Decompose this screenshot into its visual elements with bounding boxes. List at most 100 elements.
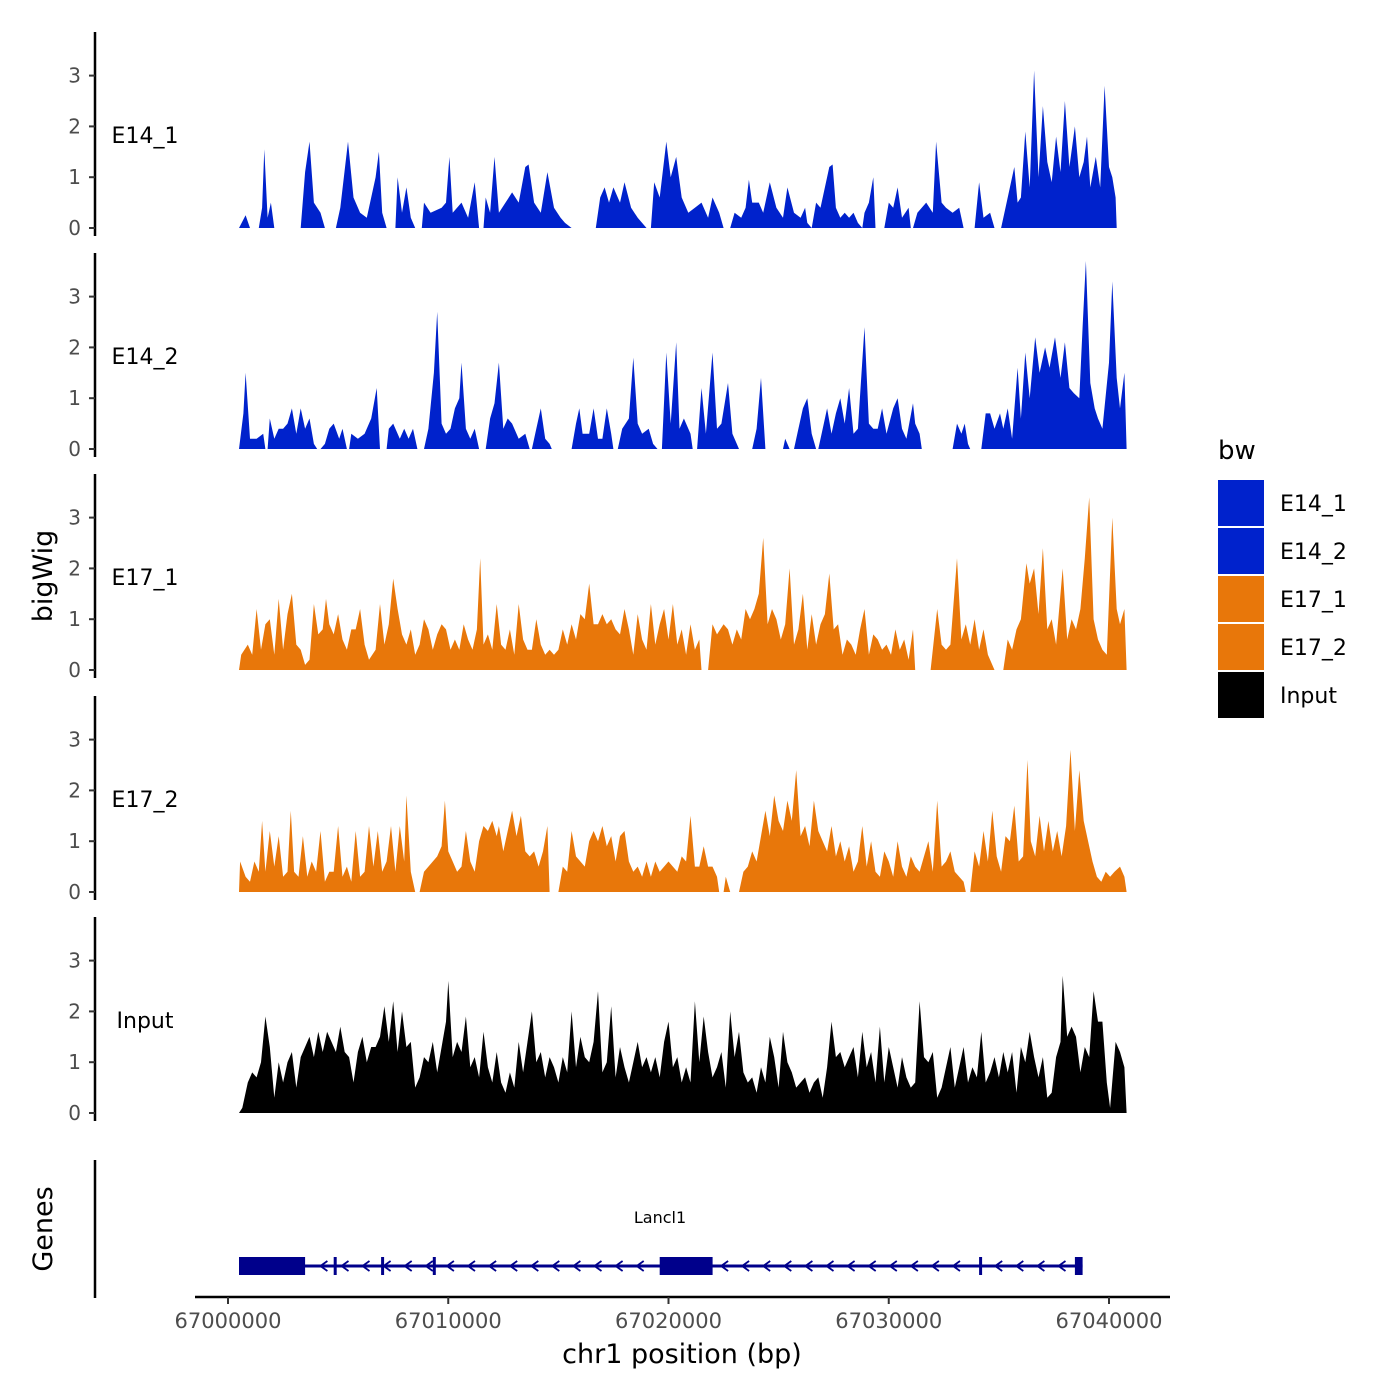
y-tick-label: 1 xyxy=(68,1050,81,1074)
strand-arrow xyxy=(466,1260,476,1272)
legend-swatch xyxy=(1218,672,1264,718)
strand-arrow xyxy=(529,1260,539,1272)
strand-arrow xyxy=(508,1260,518,1272)
x-tick-label: 67030000 xyxy=(835,1309,942,1333)
legend-entry-e17_2: E17_2 xyxy=(1218,624,1347,670)
strand-arrow xyxy=(318,1260,328,1272)
track-label: E17_2 xyxy=(112,788,179,813)
x-tick-label: 67020000 xyxy=(615,1309,722,1333)
strand-arrow xyxy=(360,1260,371,1272)
track-e17_2: 0 1 2 3 E17_2 xyxy=(68,696,1127,904)
genes-panel: Genes Lancl1 xyxy=(28,1160,1083,1298)
y-tick-label: 0 xyxy=(68,1101,81,1125)
strand-arrow xyxy=(782,1260,792,1272)
legend-swatch xyxy=(1218,528,1264,574)
track-label: E14_1 xyxy=(112,124,179,149)
track-label: E14_2 xyxy=(112,345,179,370)
strand-arrow xyxy=(487,1260,497,1272)
strand-arrow xyxy=(550,1260,560,1272)
strand-arrow xyxy=(614,1260,624,1272)
x-tick-label: 67010000 xyxy=(395,1309,502,1333)
y-tick-label: 1 xyxy=(68,165,81,189)
legend-label: Input xyxy=(1280,684,1337,709)
coverage-area-e17_2 xyxy=(239,749,1127,892)
legend-label: E17_2 xyxy=(1280,636,1347,661)
strand-arrow xyxy=(571,1260,581,1272)
gene-exon xyxy=(979,1257,983,1275)
legend-items: E14_1 E14_2 E17_1 E17_2 Input xyxy=(1218,480,1347,718)
strand-arrow xyxy=(846,1260,856,1272)
y-tick-label: 3 xyxy=(68,949,81,973)
y-tick-label: 0 xyxy=(68,216,81,240)
y-tick-label: 0 xyxy=(68,437,81,461)
legend-label: E14_1 xyxy=(1280,492,1347,517)
gene-exon xyxy=(333,1257,337,1275)
x-tick-label: 67040000 xyxy=(1056,1309,1163,1333)
legend-swatch xyxy=(1218,480,1264,526)
coverage-area-e14_2 xyxy=(239,261,1127,449)
strand-arrow xyxy=(635,1260,645,1272)
gene-exon xyxy=(659,1257,713,1275)
strand-arrow xyxy=(1014,1260,1024,1272)
strand-arrow xyxy=(1056,1260,1067,1272)
track-e17_1: 0 1 2 3 E17_1 xyxy=(68,474,1127,682)
gene-exon xyxy=(1074,1257,1083,1275)
legend-swatch xyxy=(1218,624,1264,670)
gene-exon xyxy=(381,1257,385,1275)
legend-label: E17_1 xyxy=(1280,588,1347,613)
y-tick-label: 1 xyxy=(68,607,81,631)
strand-arrow xyxy=(403,1260,413,1272)
strand-arrow xyxy=(909,1260,919,1272)
y-tick-label: 2 xyxy=(68,556,81,580)
strand-arrow xyxy=(951,1260,961,1272)
genes-panel-label: Genes xyxy=(28,1186,59,1271)
y-tick-label: 0 xyxy=(68,658,81,682)
y-tick-label: 2 xyxy=(68,114,81,138)
y-tick-label: 1 xyxy=(68,829,81,853)
y-tick-label: 0 xyxy=(68,880,81,904)
y-tick-label: 3 xyxy=(68,64,81,88)
gene-model-lancl1 xyxy=(239,1257,1083,1275)
coverage-area-e14_1 xyxy=(239,70,1117,228)
y-tick-label: 3 xyxy=(68,285,81,309)
strand-arrow xyxy=(867,1260,877,1272)
x-tick-label: 67000000 xyxy=(175,1309,282,1333)
bigwig-track-panels: 0 1 2 3 E14_1 0 1 2 3 E14_2 0 1 2 3 E17_1 0 1 2 3 E17_2 0 1 2 3… xyxy=(68,32,1127,1125)
strand-arrow xyxy=(740,1260,750,1272)
strand-arrow xyxy=(824,1260,835,1272)
y-tick-label: 2 xyxy=(68,335,81,359)
legend: bw E14_1 E14_2 E17_1 E17_2 Input xyxy=(1218,436,1347,718)
strand-arrow xyxy=(424,1260,434,1272)
strand-arrow xyxy=(719,1260,729,1272)
x-axis-ticks: 67000000 67010000 67020000 67030000 67040000 xyxy=(175,1297,1163,1333)
legend-entry-input: Input xyxy=(1218,672,1337,718)
legend-swatch xyxy=(1218,576,1264,622)
strand-arrow xyxy=(1035,1260,1045,1272)
y-tick-label: 2 xyxy=(68,778,81,802)
legend-entry-e14_1: E14_1 xyxy=(1218,480,1347,526)
track-e14_2: 0 1 2 3 E14_2 xyxy=(68,253,1127,461)
strand-arrow xyxy=(888,1260,898,1272)
strand-arrow xyxy=(445,1260,455,1272)
coverage-area-e17_1 xyxy=(239,497,1127,670)
coverage-area-input xyxy=(239,975,1127,1113)
strand-arrow xyxy=(339,1260,350,1272)
track-input: 0 1 2 3 Input xyxy=(68,917,1127,1125)
track-label: Input xyxy=(117,1009,174,1034)
gene-exon xyxy=(239,1257,306,1275)
strand-arrow xyxy=(803,1260,813,1272)
y-tick-label: 1 xyxy=(68,386,81,410)
strand-arrow xyxy=(592,1260,603,1272)
gene-exon xyxy=(432,1257,436,1275)
x-axis: 67000000 67010000 67020000 67030000 67040000… xyxy=(175,1295,1170,1370)
legend-title: bw xyxy=(1218,436,1256,466)
gene-name-label: Lancl1 xyxy=(634,1208,686,1227)
track-e14_1: 0 1 2 3 E14_1 xyxy=(68,32,1117,240)
legend-entry-e14_2: E14_2 xyxy=(1218,528,1347,574)
x-axis-title: chr1 position (bp) xyxy=(562,1339,802,1370)
y-tick-label: 2 xyxy=(68,999,81,1023)
track-label: E17_1 xyxy=(112,566,179,591)
y-tick-label: 3 xyxy=(68,728,81,752)
y-axis-title: bigWig xyxy=(28,530,59,623)
